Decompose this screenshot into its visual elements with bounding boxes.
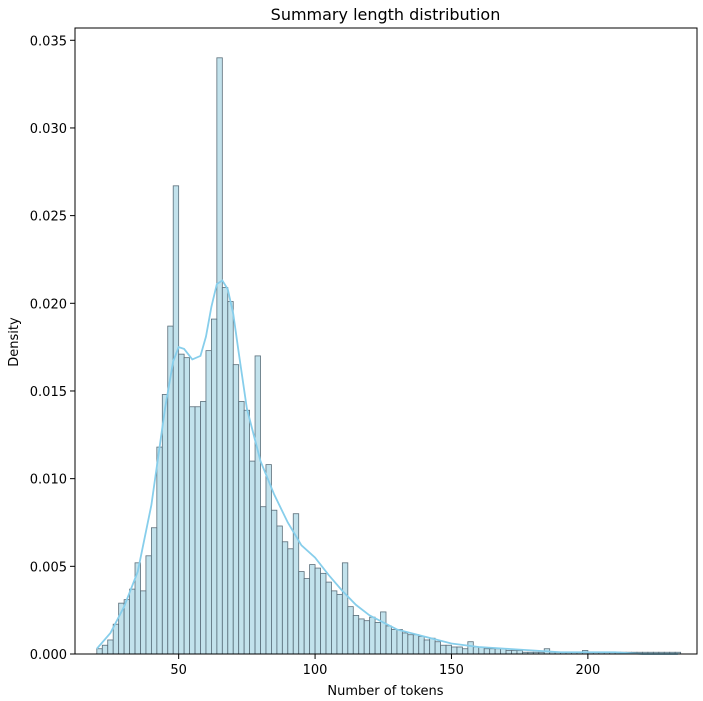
histogram-bar xyxy=(172,185,180,655)
histogram-bar xyxy=(145,555,152,655)
histogram-bars xyxy=(96,57,682,655)
histogram-bar xyxy=(314,567,321,655)
histogram-bar xyxy=(494,648,501,655)
histogram-bar xyxy=(341,562,349,655)
histogram-bar xyxy=(140,590,147,655)
histogram-bar xyxy=(260,506,267,655)
histogram-bar xyxy=(451,646,458,655)
y-axis-ticks: 0.000 0.005 0.010 0.015 0.020 0.025 0.030 0.035 xyxy=(30,34,75,663)
x-tick-label: 50 xyxy=(170,663,187,678)
histogram-bar xyxy=(232,364,240,655)
y-tick-label: 0.025 xyxy=(30,210,67,225)
histogram-bar xyxy=(347,606,354,655)
histogram-bar xyxy=(129,588,136,655)
histogram-bar xyxy=(401,632,409,655)
histogram-bar xyxy=(511,650,518,655)
histogram-bar xyxy=(369,616,376,655)
histogram-bar xyxy=(298,571,305,655)
x-tick-label: 200 xyxy=(575,663,600,678)
histogram-bar xyxy=(161,394,169,655)
y-tick-label: 0.020 xyxy=(30,297,67,312)
histogram-bar xyxy=(101,644,109,655)
histogram-bar xyxy=(265,464,272,655)
histogram-bar xyxy=(271,509,278,655)
histogram-bar xyxy=(445,644,452,655)
histogram-bar xyxy=(200,401,207,655)
histogram-bar xyxy=(374,622,381,655)
histogram-bar xyxy=(396,629,403,655)
histogram-bar xyxy=(221,287,229,655)
histogram-bar xyxy=(363,620,371,655)
kde-curve xyxy=(96,279,678,655)
histogram-bar xyxy=(434,641,441,655)
x-axis-ticks: 50 100 150 200 xyxy=(170,654,600,678)
y-tick-label: 0.005 xyxy=(30,560,67,575)
histogram-bar xyxy=(418,636,425,655)
histogram-bar xyxy=(516,650,523,655)
chart-title: Summary length distribution xyxy=(271,5,501,24)
histogram-bar xyxy=(227,301,234,655)
histogram-bar xyxy=(243,409,250,655)
y-tick-label: 0.030 xyxy=(30,122,67,137)
histogram-bar xyxy=(205,350,212,655)
histogram-bar xyxy=(407,634,414,655)
x-tick-label: 100 xyxy=(303,663,328,678)
histogram-bar xyxy=(505,650,512,655)
histogram-bar xyxy=(467,641,474,655)
x-tick-label: 150 xyxy=(439,663,464,678)
histogram-bar xyxy=(325,581,332,655)
histogram-bar xyxy=(276,525,283,655)
histogram-bar xyxy=(249,460,256,655)
histogram-bar xyxy=(423,639,431,655)
histogram-bar xyxy=(440,644,447,655)
histogram-bar xyxy=(281,541,289,655)
histogram-bar xyxy=(352,615,360,655)
histogram-bar xyxy=(112,623,120,655)
histogram-bar xyxy=(303,578,311,655)
histogram-bar xyxy=(391,629,398,655)
x-axis-title: Number of tokens xyxy=(327,684,443,699)
histogram-bar xyxy=(331,590,338,655)
histogram-bar xyxy=(380,611,387,655)
histogram-bar xyxy=(429,637,436,655)
y-tick-label: 0.035 xyxy=(30,34,67,49)
histogram-bar xyxy=(156,446,163,655)
histogram-bar xyxy=(336,593,343,655)
histogram-bar xyxy=(216,57,223,655)
histogram-bar xyxy=(461,648,469,655)
histogram-bar xyxy=(489,648,496,655)
histogram-bar xyxy=(183,357,190,655)
histogram-bar xyxy=(385,625,392,655)
histogram-bar xyxy=(472,646,480,655)
histogram-bar xyxy=(412,634,420,655)
histogram-bar xyxy=(238,401,245,655)
histogram-bar xyxy=(123,599,130,655)
histogram-bar xyxy=(287,548,294,655)
y-axis-title: Density xyxy=(7,317,22,367)
histogram-bar xyxy=(320,572,327,655)
histogram-bar xyxy=(96,648,103,655)
y-tick-label: 0.000 xyxy=(30,648,67,663)
histogram-bar xyxy=(178,353,185,655)
histogram-bar xyxy=(210,318,218,655)
histogram-bar xyxy=(358,618,365,655)
histogram-bar xyxy=(194,406,201,655)
histogram-bar xyxy=(309,564,316,655)
histogram-bar xyxy=(456,646,463,655)
histogram-bar xyxy=(483,648,491,655)
histogram-bar xyxy=(189,406,196,655)
histogram-bar xyxy=(150,527,158,655)
plot-frame xyxy=(74,27,698,655)
y-tick-label: 0.010 xyxy=(30,473,67,488)
histogram-bar xyxy=(254,355,261,655)
y-tick-label: 0.015 xyxy=(30,385,67,400)
histogram-bar xyxy=(107,639,114,655)
